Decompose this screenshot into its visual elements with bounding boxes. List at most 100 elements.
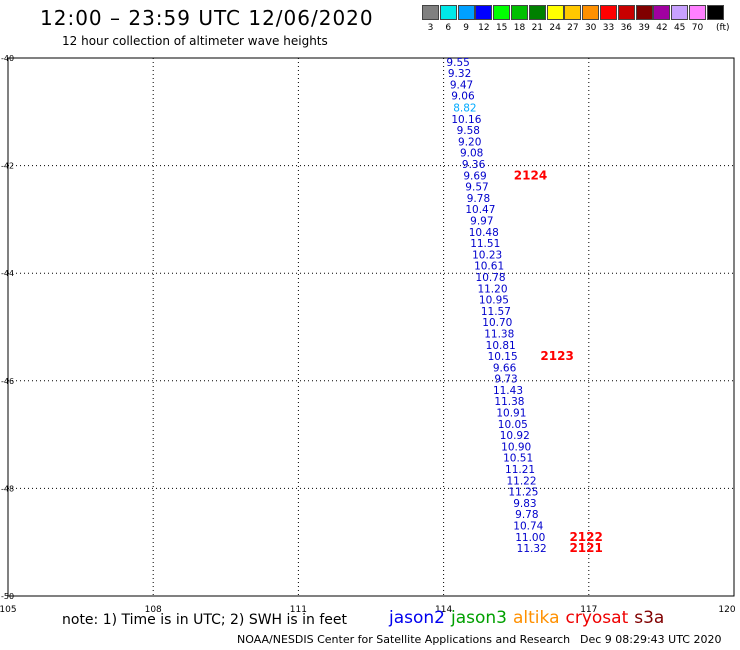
legend-bin-label: 42 <box>656 23 668 33</box>
wave-height-value: 11.21 <box>505 464 535 476</box>
wave-height-value: 11.22 <box>506 475 536 487</box>
wave-height-value: 11.25 <box>508 487 538 499</box>
legend-bin-label: 30 <box>584 23 597 33</box>
legend-bin-label: 39 <box>638 23 650 33</box>
wave-height-value: 11.43 <box>493 385 523 397</box>
lat-tick-label: -42 <box>1 162 14 171</box>
wave-height-value: 10.91 <box>496 408 526 420</box>
wave-height-value: 10.95 <box>479 295 509 307</box>
wave-height-value: 9.57 <box>465 182 488 194</box>
wave-height-value: 11.57 <box>481 306 511 318</box>
wave-height-value: 9.73 <box>494 374 517 386</box>
wave-height-value: 10.05 <box>498 419 528 431</box>
pass-time-label: 2122 <box>569 530 602 544</box>
lon-tick-label: 117 <box>580 605 597 615</box>
lat-tick-label: -44 <box>1 269 14 278</box>
footer-note: note: 1) Time is in UTC; 2) SWH is in fe… <box>62 612 348 628</box>
legend-swatch <box>689 5 706 20</box>
wave-height-value: 9.06 <box>451 91 475 103</box>
legend-swatch <box>493 5 511 20</box>
lon-tick-label: 114 <box>435 605 452 615</box>
wave-height-value: 11.32 <box>517 543 547 555</box>
mission-legend: jason2 jason3 altika cryosat s3a <box>389 608 670 628</box>
legend-bin-label: 36 <box>620 23 633 33</box>
wave-height-value: 10.23 <box>472 249 502 261</box>
graticule-grid <box>7 57 735 597</box>
legend-swatch <box>617 5 635 20</box>
mission-name: cryosat <box>565 608 629 628</box>
pass-time-label: 2121 <box>569 541 602 555</box>
legend-bin-label: 15 <box>495 23 508 33</box>
wave-height-color-legend: 3 6 9 12 15 18 21 24 27 30 33 36 39 42 45 70 <box>422 5 732 35</box>
legend-swatch <box>706 5 724 20</box>
mission-name: altika <box>513 608 560 628</box>
wave-height-value: 10.90 <box>501 441 531 453</box>
legend-swatch <box>635 5 653 20</box>
altimeter-observations: 9.559.329.479.068.8210.169.589.209.089.3… <box>446 57 546 555</box>
legend-bin-label: 3 <box>427 23 434 33</box>
legend-bin-label: 18 <box>513 23 526 33</box>
wave-height-value: 9.58 <box>457 125 480 137</box>
wave-height-value: 9.83 <box>513 498 536 510</box>
wave-height-value: 10.61 <box>474 261 504 273</box>
legend-swatch <box>582 5 600 20</box>
legend-swatch <box>422 5 439 20</box>
wave-height-value: 11.20 <box>477 283 507 295</box>
wave-height-value: 11.38 <box>484 328 514 340</box>
map-frame <box>7 57 735 597</box>
legend-swatch <box>600 5 617 20</box>
legend-swatch <box>564 5 582 20</box>
legend-bin-label: 27 <box>567 23 579 33</box>
legend-swatch <box>671 5 689 20</box>
axis-tick-labels: 105 108 111 114 117 120 -40 -42 -44 -46 -48 -50 <box>0 54 736 615</box>
wave-height-value: 9.69 <box>463 170 486 182</box>
legend-bin-label: 12 <box>478 23 490 33</box>
wave-height-value: 10.48 <box>469 227 499 239</box>
mission-name: jason3 <box>451 608 507 628</box>
pass-time-label: 2123 <box>540 349 573 363</box>
wave-height-value: 10.81 <box>486 340 516 352</box>
legend-bin-label: 45 <box>673 23 686 33</box>
legend-swatch <box>546 5 564 20</box>
legend-swatch <box>439 5 457 20</box>
legend-bin-label: 24 <box>549 23 561 33</box>
wave-height-value: 10.74 <box>513 521 543 533</box>
wave-height-value: 11.38 <box>494 396 524 408</box>
mission-name: s3a <box>634 608 665 628</box>
legend-bin-label: 70 <box>691 23 704 33</box>
wave-height-value: 9.66 <box>493 362 517 374</box>
legend-bin-label: 33 <box>602 23 615 33</box>
wave-height-value: 10.78 <box>476 272 506 284</box>
wave-height-value: 11.51 <box>470 238 500 250</box>
pass-time-label: 2124 <box>514 168 547 182</box>
wave-height-value: 10.16 <box>451 114 481 126</box>
lon-tick-label: 105 <box>0 605 17 615</box>
legend-swatch <box>511 5 528 20</box>
wave-height-value: 11.00 <box>515 532 545 544</box>
wave-height-value: 9.97 <box>470 215 493 227</box>
legend-swatch <box>528 5 546 20</box>
lon-tick-label: 111 <box>290 605 307 615</box>
wave-height-value: 9.08 <box>460 148 483 160</box>
wave-height-value: 10.51 <box>503 453 533 465</box>
map-subtitle: 12 hour collection of altimeter wave hei… <box>62 34 328 48</box>
legend-bin-label: 9 <box>463 23 469 33</box>
lat-tick-label: -46 <box>1 377 14 386</box>
lat-tick-label: -50 <box>1 592 14 601</box>
lon-tick-label: 120 <box>718 605 735 615</box>
wave-height-value: 10.15 <box>488 351 518 363</box>
generation-timestamp: Dec 9 08:29:43 UTC 2020 <box>580 633 722 646</box>
credit-line: NOAA/NESDIS Center for Satellite Applica… <box>237 633 571 646</box>
wave-height-value: 8.82 <box>453 102 476 114</box>
legend-bin-label: 6 <box>445 23 452 33</box>
lat-tick-label: -40 <box>1 54 14 63</box>
legend-swatch <box>457 5 475 20</box>
wave-height-value: 9.36 <box>462 159 486 171</box>
wave-height-value: 9.32 <box>448 68 471 80</box>
wave-height-value: 9.78 <box>515 509 538 521</box>
map-title: 12:00 – 23:59 UTC 12/06/2020 <box>40 6 374 30</box>
wave-height-value: 9.55 <box>446 57 469 69</box>
wave-height-value: 9.20 <box>458 136 481 148</box>
